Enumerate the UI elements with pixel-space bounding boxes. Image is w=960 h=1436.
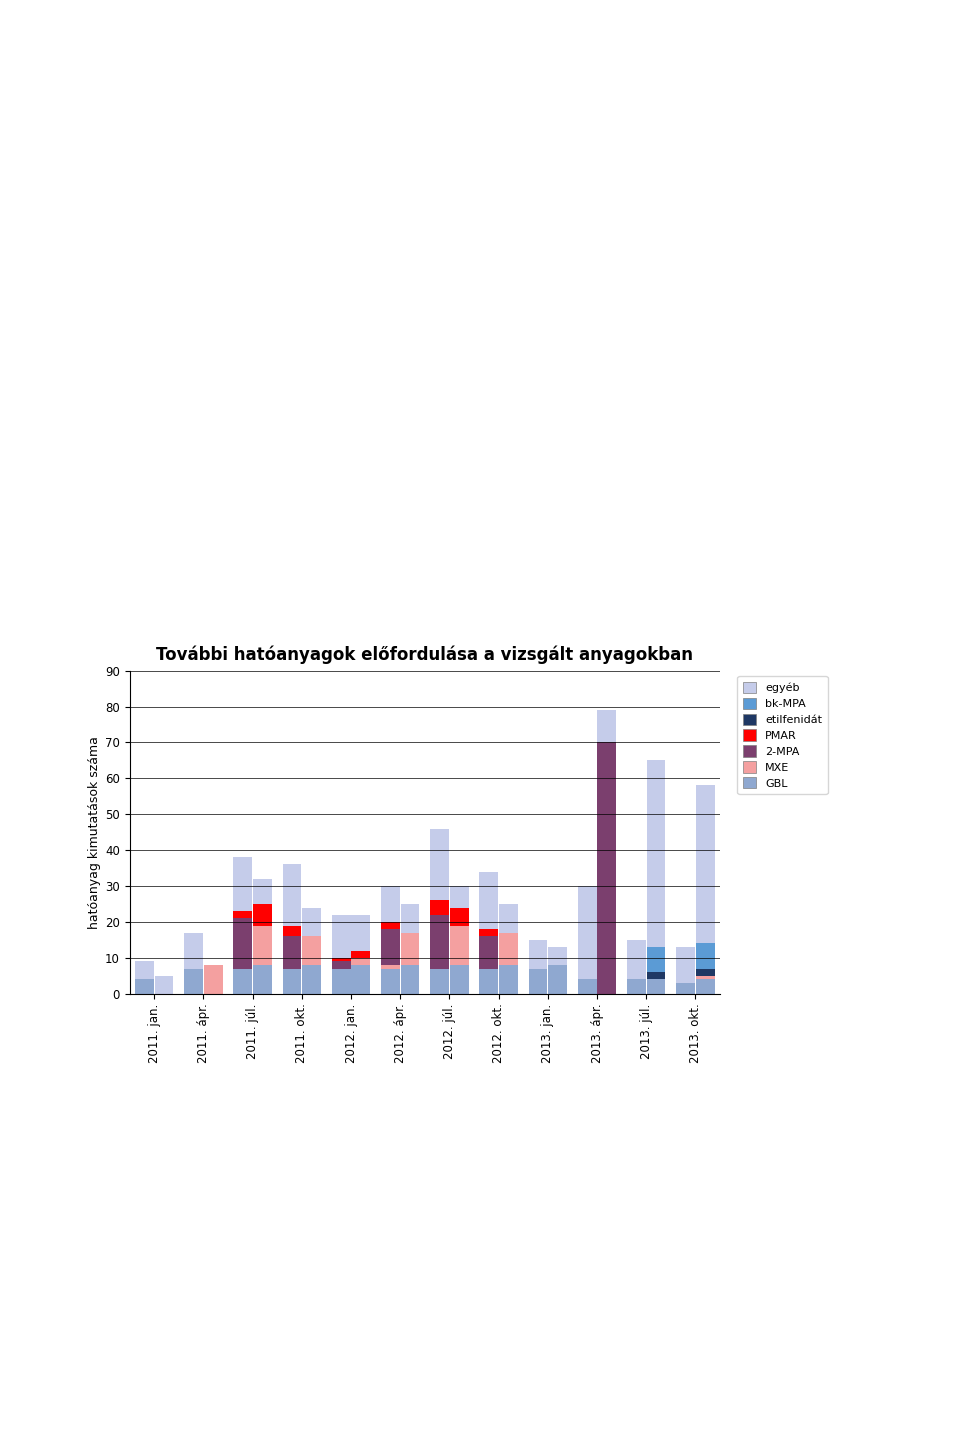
Bar: [696, 968, 714, 976]
Bar: [282, 968, 301, 994]
Bar: [430, 900, 449, 915]
Bar: [647, 761, 665, 948]
Bar: [233, 968, 252, 994]
Bar: [430, 915, 449, 968]
Bar: [302, 936, 321, 965]
Bar: [302, 908, 321, 936]
Bar: [233, 919, 252, 968]
Bar: [529, 939, 547, 968]
Bar: [529, 968, 547, 994]
Bar: [647, 979, 665, 994]
Bar: [253, 879, 272, 905]
Bar: [282, 926, 301, 936]
Bar: [282, 936, 301, 968]
Bar: [381, 965, 399, 968]
Bar: [332, 968, 350, 994]
Bar: [627, 979, 646, 994]
Bar: [479, 929, 498, 936]
Bar: [233, 912, 252, 919]
Bar: [696, 785, 714, 943]
Bar: [233, 857, 252, 910]
Bar: [381, 968, 399, 994]
Bar: [430, 968, 449, 994]
Bar: [332, 962, 350, 968]
Bar: [676, 948, 695, 982]
Bar: [135, 962, 154, 979]
Bar: [351, 958, 371, 965]
Bar: [597, 742, 616, 994]
Bar: [282, 864, 301, 925]
Bar: [332, 958, 350, 962]
Bar: [647, 948, 665, 972]
Bar: [381, 886, 399, 922]
Bar: [499, 933, 517, 965]
Bar: [548, 948, 567, 965]
Bar: [479, 968, 498, 994]
Bar: [351, 951, 371, 958]
Y-axis label: hatóanyag kimutatások száma: hatóanyag kimutatások száma: [87, 735, 101, 929]
Bar: [155, 976, 174, 994]
Bar: [381, 922, 399, 929]
Bar: [332, 915, 350, 958]
Bar: [430, 829, 449, 900]
Bar: [597, 711, 616, 742]
Title: További hatóanyagok előfordulása a vizsgált anyagokban: További hatóanyagok előfordulása a vizsg…: [156, 645, 693, 663]
Bar: [302, 965, 321, 994]
Bar: [479, 872, 498, 929]
Bar: [400, 933, 420, 965]
Legend: egyéb, bk-MPA, etilfenidát, PMAR, 2-MPA, MXE, GBL: egyéb, bk-MPA, etilfenidát, PMAR, 2-MPA,…: [737, 676, 828, 794]
Bar: [627, 939, 646, 979]
Bar: [253, 925, 272, 965]
Bar: [479, 936, 498, 968]
Bar: [696, 979, 714, 994]
Bar: [253, 905, 272, 925]
Bar: [351, 915, 371, 951]
Bar: [676, 982, 695, 994]
Bar: [400, 905, 420, 933]
Bar: [400, 965, 420, 994]
Bar: [450, 886, 468, 908]
Bar: [696, 976, 714, 979]
Bar: [647, 972, 665, 979]
Bar: [253, 965, 272, 994]
Bar: [184, 968, 203, 994]
Bar: [548, 965, 567, 994]
Bar: [450, 925, 468, 965]
Bar: [696, 943, 714, 968]
Bar: [499, 965, 517, 994]
Bar: [351, 965, 371, 994]
Bar: [578, 886, 596, 979]
Bar: [381, 929, 399, 965]
Bar: [578, 979, 596, 994]
Bar: [204, 965, 223, 994]
Bar: [450, 908, 468, 925]
Bar: [184, 933, 203, 968]
Bar: [135, 979, 154, 994]
Bar: [450, 965, 468, 994]
Bar: [499, 905, 517, 933]
